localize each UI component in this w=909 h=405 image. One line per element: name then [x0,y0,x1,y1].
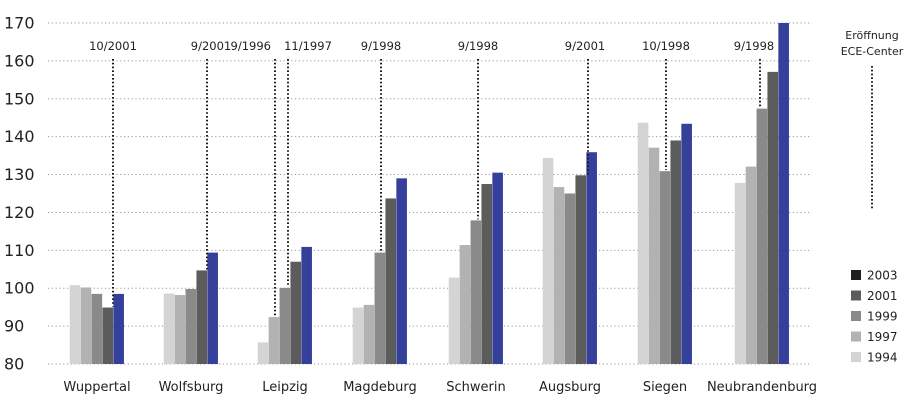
y-tick-label: 90 [4,317,24,336]
opening-date-annotations: 10/2001 9/2001 9/1996 11/1997 9/1998 9/1998 9/… [89,39,774,317]
opening-date-label: 9/1996 [231,39,271,53]
x-tick-label: Schwerin [446,380,505,395]
bar-augsburg-1997 [553,187,565,364]
y-tick-label: 110 [4,241,35,260]
bar-augsburg-2003 [586,152,597,364]
bar-augsburg-1999 [564,193,576,364]
opening-date-label: 9/2001 [191,39,231,53]
legend-swatch-1999 [851,311,861,321]
y-tick-label: 150 [4,89,35,108]
bar-augsburg-2001 [575,175,587,364]
y-tick-label: 120 [4,203,35,222]
grid-lines [48,22,812,365]
y-tick-label: 160 [4,51,35,70]
bar-augsburg-1994 [542,157,554,364]
bar-neubrandenburg-2003 [778,23,789,364]
bar-leipzig-2001 [290,261,302,364]
opening-date-label: 9/1998 [458,39,498,53]
x-tick-label: Leipzig [262,380,308,395]
opening-date-label: 10/2001 [89,39,137,53]
y-axis-ticks: 80 90 100 110 120 130 140 150 160 170 [4,14,35,374]
opening-date-label: 9/1998 [361,39,401,53]
bar-neubrandenburg-1997 [745,166,757,364]
bar-leipzig-1999 [279,287,291,364]
bar-schwerin-2003 [492,172,503,364]
bar-siegen-2003 [681,123,692,364]
opening-date-label: 9/1998 [734,39,774,53]
bar-wuppertal-1997 [80,287,92,364]
opening-date-label: 9/2001 [565,39,605,53]
bar-schwerin-1997 [459,245,471,364]
bar-wuppertal-1994 [69,285,81,364]
bar-magdeburg-1999 [374,252,386,364]
bar-magdeburg-2001 [385,198,397,364]
bar-wuppertal-2003 [113,293,124,364]
legend-swatch-2003 [851,270,861,280]
bar-wolfsburg-1997 [174,295,186,364]
legend-label: 1994 [867,351,898,365]
bar-neubrandenburg-1999 [756,108,768,364]
bars [69,23,789,365]
y-tick-label: 140 [4,127,35,146]
bar-wolfsburg-1994 [163,293,175,364]
legend: 2003 2001 1999 1997 1994 [851,269,898,365]
x-tick-label: Augsburg [539,380,601,395]
y-tick-label: 170 [4,14,35,33]
annotation-legend-text: ECE-Center [841,45,904,58]
x-tick-label: Wuppertal [63,380,130,395]
annotation-legend-text: Eröffnung [845,29,898,42]
opening-date-label: 10/1998 [642,39,690,53]
bar-siegen-2001 [670,140,682,364]
bar-magdeburg-2003 [396,178,407,364]
x-tick-label: Magdeburg [343,380,417,395]
x-tick-label: Siegen [643,380,687,395]
bar-leipzig-1994 [257,342,269,364]
bar-schwerin-1994 [448,277,460,364]
bar-schwerin-1999 [470,220,482,364]
legend-label: 1997 [867,330,898,344]
y-tick-label: 80 [4,355,24,374]
bar-wolfsburg-2003 [207,252,218,364]
opening-date-label: 11/1997 [284,39,332,53]
bar-leipzig-1997 [268,317,280,364]
annotation-legend: Eröffnung ECE-Center [841,29,904,210]
legend-swatch-2001 [851,290,861,301]
y-tick-label: 130 [4,165,35,184]
x-tick-label: Neubrandenburg [707,380,817,395]
legend-swatch-1997 [851,331,861,342]
bar-siegen-1997 [648,147,660,364]
x-tick-label: Wolfsburg [159,380,224,395]
bar-siegen-1999 [659,171,671,364]
bar-neubrandenburg-2001 [767,71,779,365]
legend-label: 2003 [867,269,898,283]
bar-magdeburg-1994 [352,307,364,364]
bar-wolfsburg-1999 [185,288,197,364]
legend-label: 1999 [867,310,898,324]
bar-siegen-1994 [637,122,649,364]
legend-label: 2001 [867,289,898,303]
x-axis-ticks: Wuppertal Wolfsburg Leipzig Magdeburg Schwer… [63,380,817,395]
bar-wuppertal-1999 [91,293,103,364]
bar-neubrandenburg-1994 [734,182,746,364]
y-tick-label: 100 [4,279,35,298]
bar-wuppertal-2001 [102,307,114,364]
bar-leipzig-2003 [301,246,312,364]
bar-schwerin-2001 [481,184,493,364]
legend-swatch-1994 [851,352,861,362]
bar-magdeburg-1997 [363,304,375,364]
bar-wolfsburg-2001 [196,270,208,364]
